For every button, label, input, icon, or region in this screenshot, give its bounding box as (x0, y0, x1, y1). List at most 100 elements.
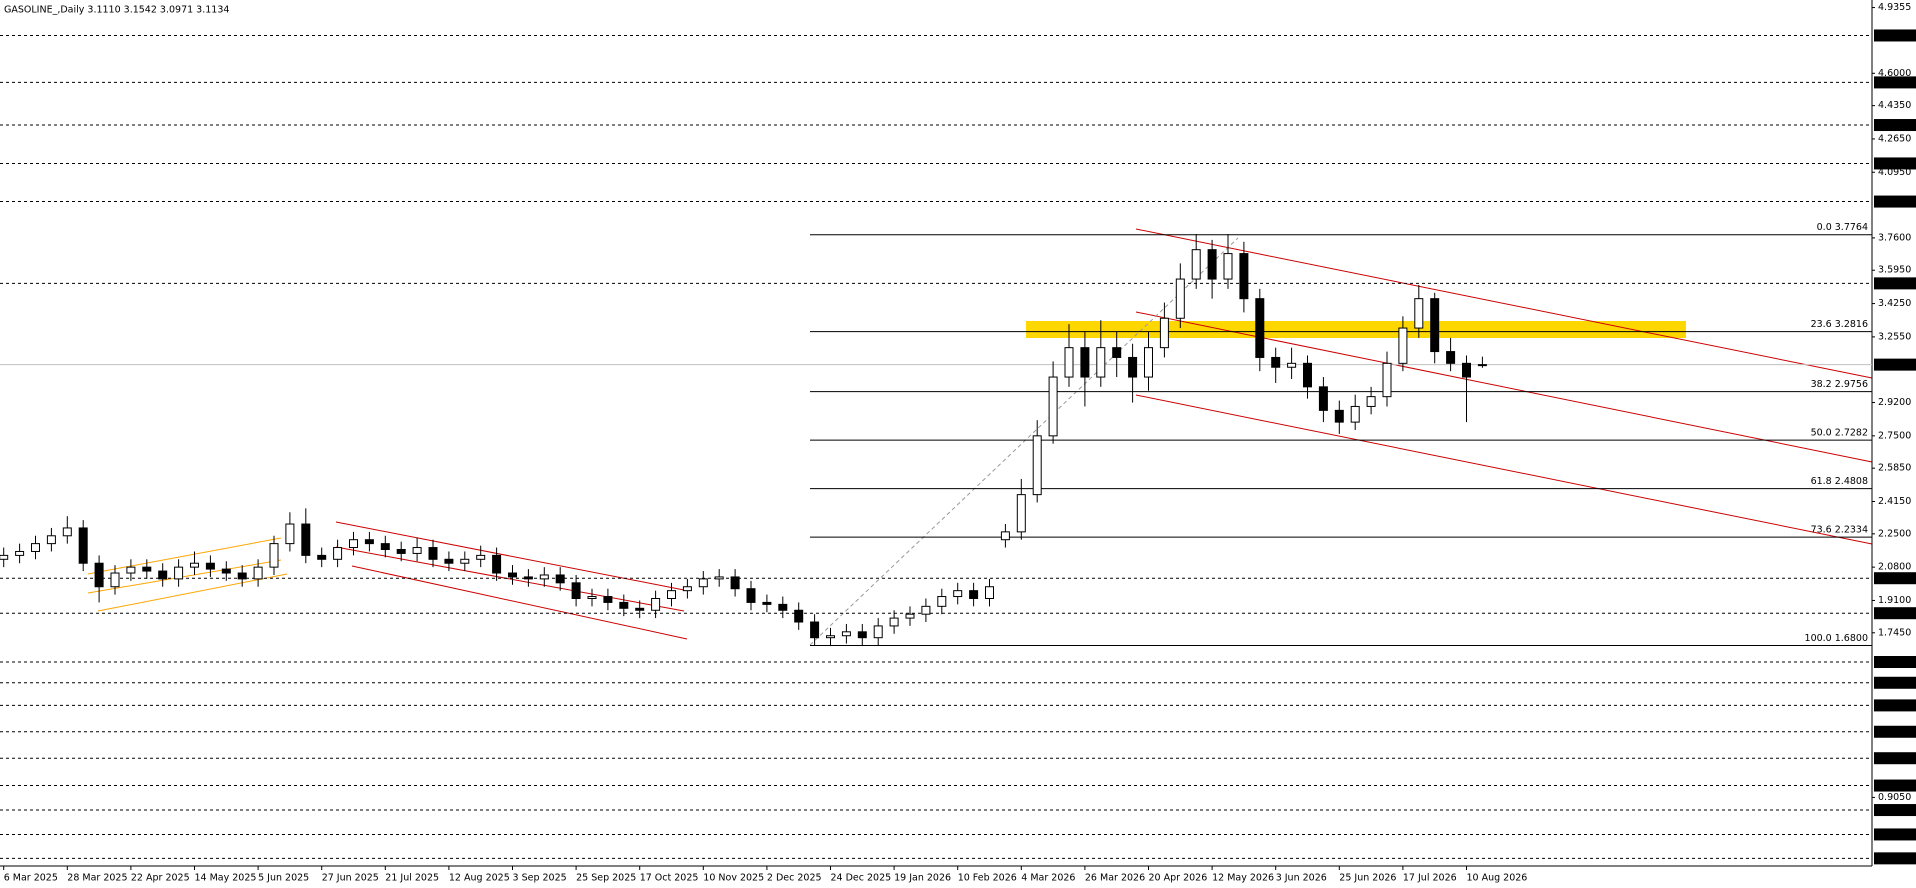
x-tick-label: 26 Mar 2026 (1085, 873, 1145, 884)
candle-body (1128, 356, 1138, 378)
candle-body (1080, 347, 1090, 378)
candle-body (1255, 298, 1265, 358)
candle-body (1303, 362, 1312, 388)
candle-body (1032, 435, 1042, 496)
candle-body (1064, 347, 1074, 378)
candle-body (1191, 249, 1201, 280)
candle-body (1048, 376, 1058, 437)
fib-diagonal (809, 237, 1239, 646)
candle-body (985, 586, 994, 599)
candle-body (444, 558, 454, 564)
y-tick-label: 1.7450 (1878, 627, 1911, 638)
candle-body (253, 566, 263, 580)
resistance-zone (1026, 321, 1686, 338)
y-tick-label: 2.2500 (1878, 528, 1911, 539)
candle-body (1207, 249, 1217, 280)
y-tick-label: 0.9050 (1878, 792, 1911, 803)
candle-body (237, 572, 247, 580)
candle-body (1318, 386, 1328, 411)
candle-body (1366, 396, 1376, 407)
level-label: 4.5535 (1877, 77, 1910, 88)
x-tick-label: 17 Oct 2025 (640, 873, 699, 884)
candle-body (953, 590, 963, 598)
channel-line (1135, 228, 1873, 379)
y-tick-label: 2.0800 (1878, 562, 1911, 573)
candle-body (1350, 405, 1360, 423)
candle-body (364, 539, 374, 545)
x-tick-label: 24 Dec 2025 (831, 873, 892, 884)
candle-body (1144, 347, 1153, 378)
x-tick-label: 3 Jun 2026 (1276, 873, 1327, 884)
level-box (1874, 607, 1916, 620)
fib-label: 50.0 2.7282 (1811, 428, 1868, 439)
level-label: 0.9655 (1877, 780, 1910, 791)
candle-body (349, 539, 358, 549)
candle-body (571, 582, 581, 599)
candle-body (158, 570, 168, 580)
candle-body (1334, 409, 1344, 423)
x-tick-label: 10 Feb 2026 (958, 873, 1017, 884)
level-box (1874, 119, 1916, 132)
channel-line (97, 573, 288, 612)
level-label: 0.7160 (1877, 829, 1910, 840)
y-tick-label: 2.9200 (1878, 397, 1911, 408)
level-label: 4.7930 (1877, 30, 1910, 41)
y-tick-label: 3.7600 (1878, 232, 1911, 243)
candle-body (380, 543, 390, 551)
candle-body (889, 617, 899, 627)
candle-body (46, 535, 56, 545)
candle-body (778, 603, 788, 611)
x-tick-label: 22 Apr 2025 (131, 873, 190, 884)
candle-body (810, 621, 820, 639)
candle-body (1159, 317, 1169, 349)
candle-body (794, 609, 804, 623)
candle-body (682, 586, 692, 592)
y-tick-label: 4.0950 (1878, 167, 1911, 178)
x-tick-label: 27 Jun 2025 (322, 873, 379, 884)
candle-body (714, 576, 724, 580)
candle-body (921, 605, 931, 615)
candle-body (555, 574, 565, 584)
candle-body (94, 562, 104, 588)
x-tick-label: 6 Mar 2025 (4, 873, 58, 884)
candle-body (285, 523, 295, 545)
candle-body (492, 554, 502, 574)
candle-body (539, 574, 549, 580)
candle-body (1398, 327, 1408, 364)
candle-body (1223, 253, 1233, 280)
candle-body (857, 631, 867, 639)
candle-body (174, 566, 184, 580)
candle-body (78, 527, 88, 564)
candle-body (476, 554, 486, 560)
candle-body (1287, 362, 1297, 368)
candle-body (317, 554, 327, 560)
candle-body (428, 547, 438, 560)
x-tick-label: 20 Apr 2026 (1149, 873, 1208, 884)
candle-body (587, 596, 597, 599)
x-tick-label: 28 Mar 2025 (67, 873, 127, 884)
fib-label: 61.8 2.4808 (1811, 476, 1868, 487)
level-label: 4.3360 (1877, 120, 1910, 131)
candle-body (969, 590, 979, 599)
level-box (1874, 195, 1916, 208)
x-tick-label: 3 Sep 2025 (513, 873, 567, 884)
candle-body (651, 597, 661, 611)
level-label: 1.1050 (1877, 753, 1910, 764)
current-price-label: 3.1134 (1877, 359, 1910, 370)
y-tick-label: 3.4250 (1878, 298, 1911, 309)
x-tick-label: 10 Aug 2026 (1467, 873, 1528, 884)
candle-body (1462, 362, 1471, 378)
x-tick-label: 25 Sep 2025 (576, 873, 636, 884)
y-tick-label: 2.4150 (1878, 496, 1911, 507)
candle-body (1000, 531, 1010, 541)
fib-label: 38.2 2.9756 (1811, 379, 1868, 390)
candle-body (1414, 298, 1424, 329)
candle-body (826, 635, 835, 639)
candle-body (205, 562, 215, 570)
candle-body (508, 572, 517, 578)
candle-body (635, 607, 645, 611)
channel-line (87, 537, 282, 575)
x-tick-label: 25 Jun 2026 (1339, 873, 1396, 884)
y-tick-label: 4.9355 (1878, 2, 1911, 13)
